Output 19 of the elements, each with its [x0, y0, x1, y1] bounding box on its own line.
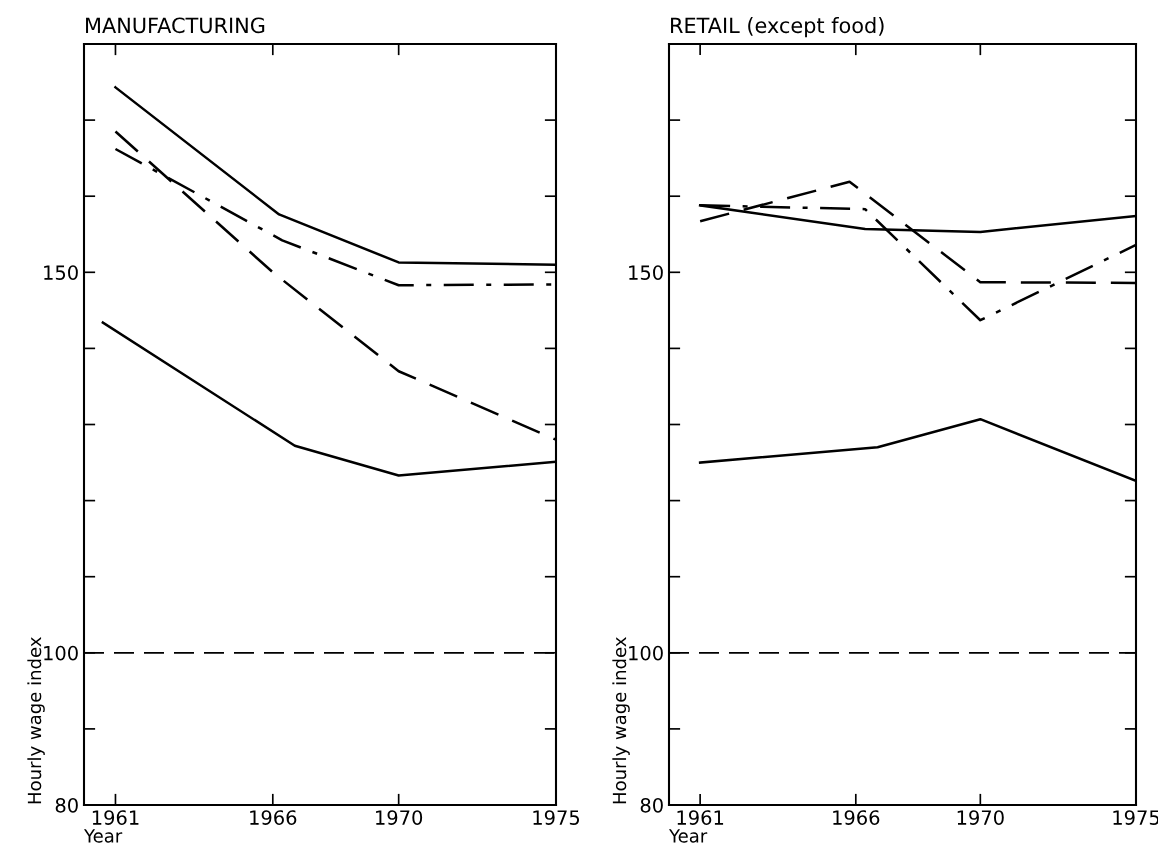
- chart-title: MANUFACTURING: [86, 17, 265, 34]
- x-axis-title: Year: [668, 829, 708, 843]
- x-tick-label: 1966: [833, 810, 880, 825]
- y-tick-label: 150: [629, 265, 663, 280]
- x-tick-label: 1970: [376, 810, 423, 825]
- x-tick-label: 1970: [957, 810, 1004, 825]
- y-axis-title: Hourly wage index: [612, 637, 630, 804]
- y-tick-label: 100: [629, 645, 663, 661]
- chart-title: RETAIL (except food): [671, 17, 884, 38]
- y-axis-title: Hourly wage index: [27, 637, 45, 804]
- x-tick-label: 1961: [92, 810, 139, 825]
- y-tick-label: 100: [44, 645, 78, 661]
- x-tick-label: 1961: [677, 810, 724, 825]
- x-tick-label: 1975: [533, 810, 580, 825]
- y-tick-label: 80: [55, 797, 78, 813]
- x-tick-label: 1966: [250, 810, 297, 825]
- y-tick-label: 80: [640, 797, 663, 813]
- y-tick-label: 150: [44, 265, 78, 280]
- x-axis-title: Year: [83, 829, 123, 843]
